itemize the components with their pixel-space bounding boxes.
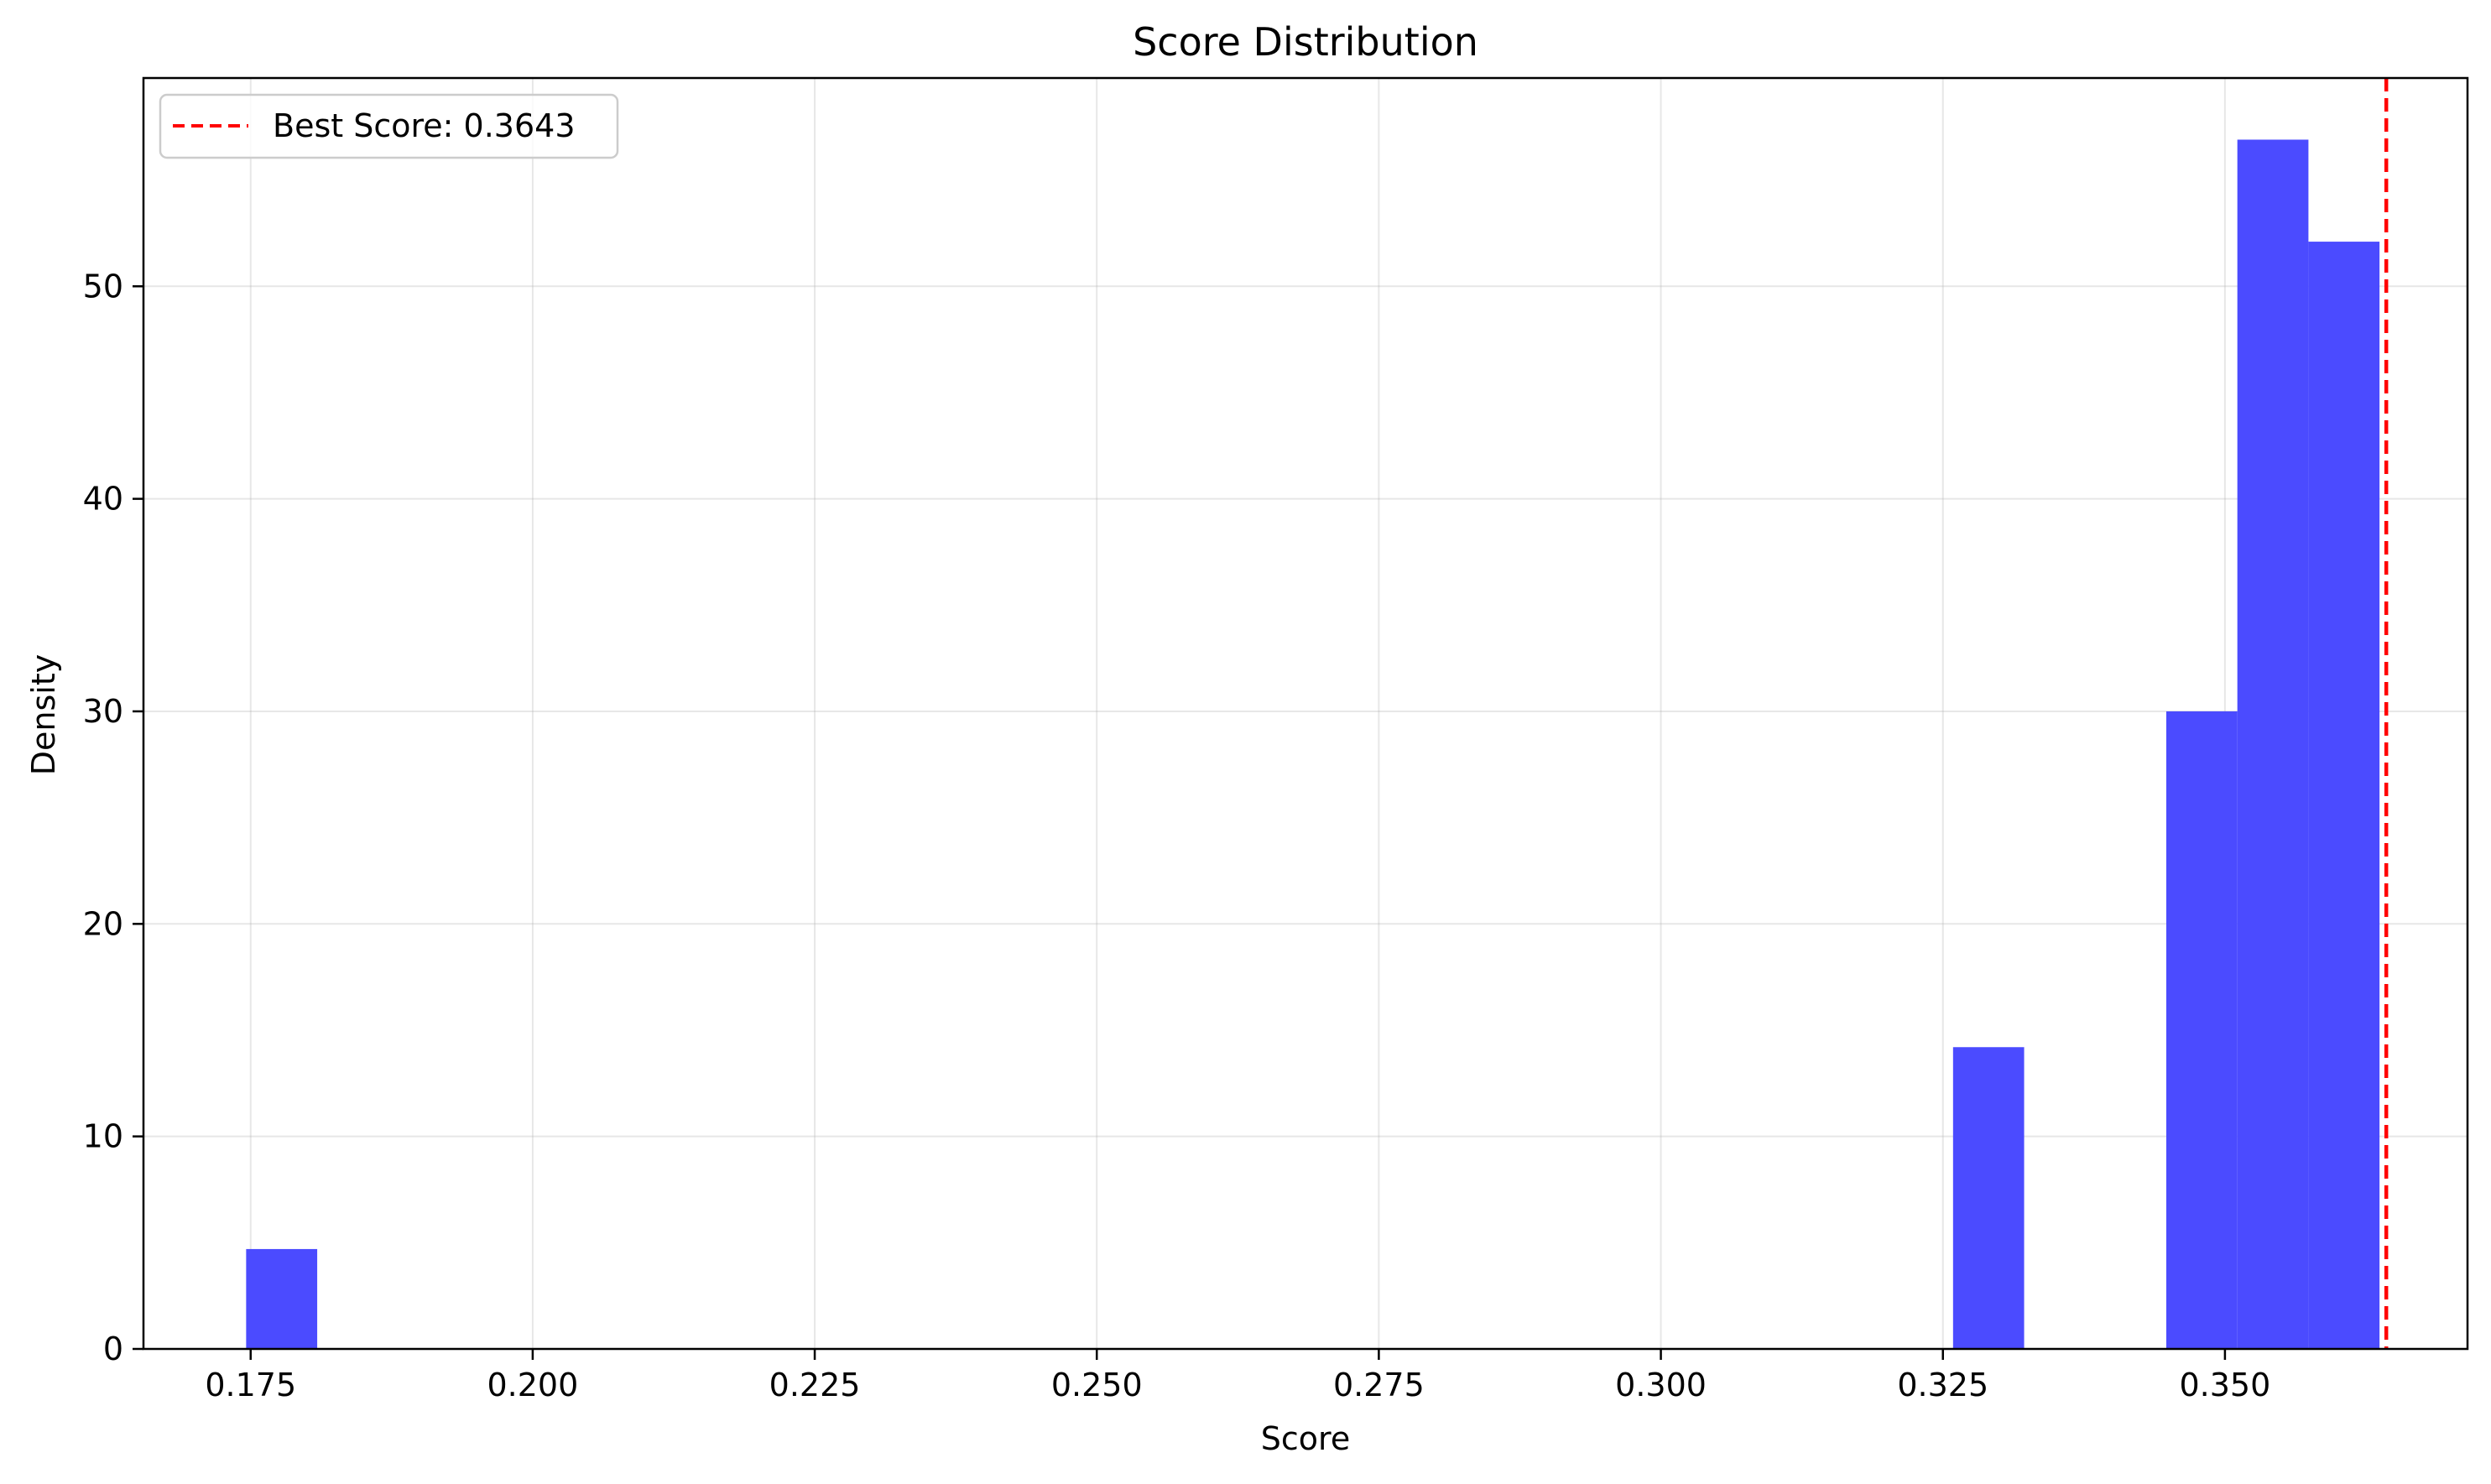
histogram-bar [2165, 711, 2238, 1349]
x-tick-label: 0.225 [769, 1367, 861, 1403]
plot-area [143, 78, 2468, 1349]
y-tick-label: 20 [83, 905, 123, 942]
legend-box [159, 93, 619, 159]
histogram-bar [2237, 139, 2309, 1350]
x-tick-label: 0.325 [1897, 1367, 1988, 1403]
x-tick-label: 0.300 [1615, 1367, 1707, 1403]
x-axis-ticks: 0.175 0.200 0.225 0.250 0.275 0.300 0.325 0.350 [205, 1349, 2270, 1403]
y-axis-label: Density [25, 654, 62, 775]
histogram-bar [246, 1248, 318, 1349]
legend-label: Best Score: 0.3643 [273, 107, 576, 144]
y-tick-label: 30 [83, 693, 123, 730]
y-tick-label: 50 [83, 268, 123, 305]
plot-frame [142, 76, 2469, 1351]
chart-title: Score Distribution [1133, 19, 1478, 65]
bars [246, 139, 2380, 1350]
histogram-bar [1952, 1047, 2025, 1349]
x-tick-label: 0.250 [1051, 1367, 1143, 1403]
x-tick-label: 0.175 [205, 1367, 296, 1403]
histogram-bar [2308, 242, 2380, 1350]
y-tick-label: 0 [103, 1330, 123, 1367]
x-axis-label: Score [1261, 1420, 1350, 1457]
x-tick-label: 0.350 [2179, 1367, 2270, 1403]
y-tick-label: 40 [83, 481, 123, 518]
x-tick-label: 0.275 [1333, 1367, 1425, 1403]
legend: Best Score: 0.3643 [159, 93, 619, 159]
y-tick-label: 10 [83, 1118, 123, 1155]
x-tick-label: 0.200 [487, 1367, 579, 1403]
y-axis-ticks: 0 10 20 30 40 50 [83, 268, 143, 1367]
